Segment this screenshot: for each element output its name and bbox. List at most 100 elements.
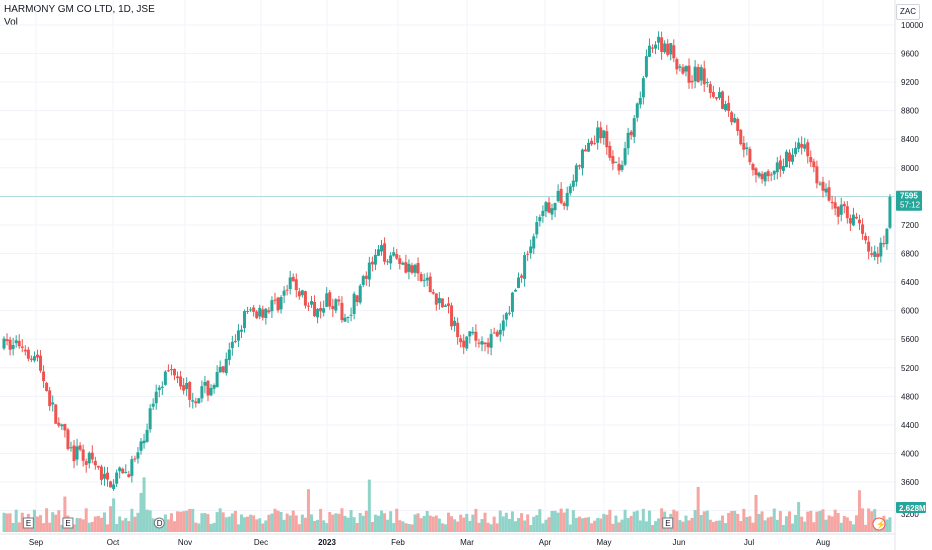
candle-body xyxy=(559,188,563,204)
candle-body xyxy=(708,84,712,93)
volume-bar xyxy=(532,516,536,532)
volume-bar xyxy=(425,511,429,532)
candle-body xyxy=(523,255,527,279)
candle-body xyxy=(78,445,82,450)
candle-body xyxy=(620,165,624,170)
volume-bar xyxy=(733,510,737,532)
volume-bar xyxy=(517,517,521,532)
volume-bar xyxy=(766,517,770,532)
volume-bar xyxy=(75,517,79,532)
candle-body xyxy=(300,290,304,296)
volume-bar xyxy=(93,516,97,532)
candle-body xyxy=(845,206,849,219)
volume-bar xyxy=(422,515,426,532)
candle-body xyxy=(136,452,140,459)
volume-bar xyxy=(587,517,591,532)
volume-bar xyxy=(118,516,122,532)
candle-body xyxy=(489,334,493,348)
volume-bar xyxy=(285,513,289,532)
candle-body xyxy=(714,97,718,99)
candle-body xyxy=(501,320,505,331)
candle-body xyxy=(2,338,6,349)
candle-body xyxy=(699,67,703,81)
volume-bar xyxy=(294,515,298,532)
candle-body xyxy=(650,47,654,49)
candle-body xyxy=(836,206,840,217)
candle-body xyxy=(154,391,158,404)
volume-bar xyxy=(121,520,125,532)
volume-bar xyxy=(246,516,250,532)
volume-bar xyxy=(258,518,262,532)
volume-bar xyxy=(769,516,773,532)
symbol-title[interactable]: HARMONY GM CO LTD, 1D, JSE xyxy=(4,4,155,15)
candle-body xyxy=(681,67,685,74)
volume-bar xyxy=(541,523,545,532)
candle-body xyxy=(124,472,128,474)
candle-body xyxy=(702,68,706,85)
candle-body xyxy=(23,349,27,352)
volume-bar xyxy=(96,515,100,532)
volume-last-value: 2.628M xyxy=(899,504,926,513)
time-tick-label: Mar xyxy=(460,538,474,547)
candle-body xyxy=(148,408,152,430)
candle-body xyxy=(160,386,164,388)
candle-body xyxy=(635,103,639,118)
volume-bar xyxy=(480,519,484,532)
candle-body xyxy=(632,118,636,137)
volume-bar xyxy=(742,508,746,532)
volume-bar xyxy=(334,513,338,532)
price-tick-label: 7200 xyxy=(901,221,919,230)
candle-body xyxy=(809,157,813,163)
candle-body xyxy=(584,149,588,152)
candle-body xyxy=(833,202,837,209)
candle-body xyxy=(221,366,225,372)
candle-body xyxy=(614,161,618,163)
candle-body xyxy=(550,208,554,215)
countdown-value: 57:12 xyxy=(900,201,921,210)
candle-body xyxy=(495,331,499,337)
candle-body xyxy=(325,293,329,307)
volume-bar xyxy=(787,511,791,532)
volume-bar xyxy=(675,511,679,532)
candle-body xyxy=(413,264,417,273)
volume-bar xyxy=(212,522,216,532)
volume-bar xyxy=(559,508,563,532)
time-tick-label: May xyxy=(596,538,611,547)
candle-body xyxy=(529,246,533,254)
volume-bar xyxy=(596,517,600,532)
candle-body xyxy=(48,390,52,407)
volume-bar xyxy=(273,508,277,532)
event-marker-label: D xyxy=(157,519,163,528)
candle-body xyxy=(188,382,192,400)
volume-bar xyxy=(791,523,795,532)
price-tick-label: 6000 xyxy=(901,307,919,316)
volume-bar xyxy=(270,513,274,532)
candle-body xyxy=(252,307,256,312)
volume-bar xyxy=(568,524,572,532)
candle-body xyxy=(151,403,155,407)
volume-bar xyxy=(5,513,9,532)
volume-bar xyxy=(806,511,810,532)
volume-bar xyxy=(830,516,834,532)
volume-bar xyxy=(276,510,280,532)
candle-body xyxy=(17,340,21,347)
candle-body xyxy=(769,174,773,176)
volume-bar xyxy=(443,524,447,532)
candle-body xyxy=(230,341,234,349)
candle-body xyxy=(842,203,846,207)
volume-bar xyxy=(35,516,39,532)
currency-button[interactable]: ZAC xyxy=(896,4,920,20)
candle-body xyxy=(687,65,691,83)
volume-bar xyxy=(657,518,661,532)
candle-body xyxy=(11,345,15,350)
candle-body xyxy=(127,474,131,478)
price-tick-label: 6800 xyxy=(901,250,919,259)
volume-bar xyxy=(672,509,676,532)
price-tick-label: 6400 xyxy=(901,278,919,287)
candle-body xyxy=(638,97,642,105)
volume-bar xyxy=(331,514,335,532)
volume-bar xyxy=(419,518,423,532)
volume-legend[interactable]: Vol xyxy=(4,17,18,28)
candle-body xyxy=(483,342,487,345)
